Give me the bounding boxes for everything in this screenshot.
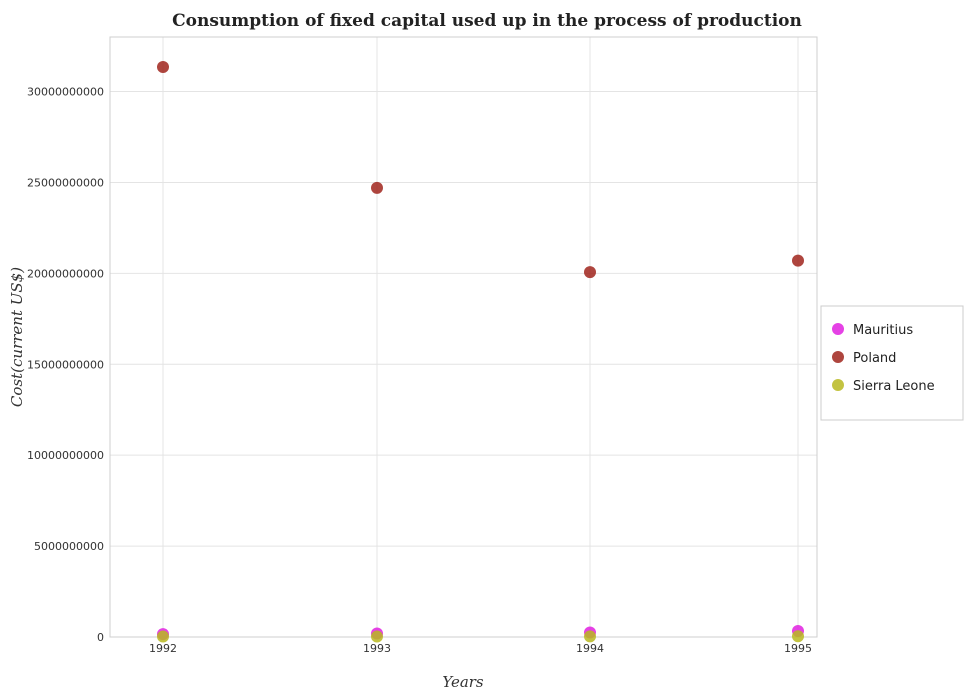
legend-label: Sierra Leone [853, 379, 935, 394]
x-tick-label: 1993 [363, 642, 391, 655]
legend: Mauritius Poland Sierra Leone [820, 305, 964, 421]
chart-title: Consumption of fixed capital used up in … [172, 11, 802, 31]
x-tick-label: 1994 [576, 642, 604, 655]
x-tick-labels: 1992 1993 1994 1995 [149, 642, 812, 655]
point-sierra-leone [792, 630, 804, 643]
legend-label: Mauritius [853, 323, 913, 338]
y-tick-label: 5000000000 [34, 540, 104, 553]
legend-marker [832, 379, 844, 391]
data-points [157, 61, 804, 643]
legend-label: Poland [853, 351, 896, 366]
x-tick-label: 1995 [784, 642, 812, 655]
y-tick-label: 10000000000 [27, 449, 104, 462]
legend-marker [832, 323, 844, 335]
y-tick-label: 20000000000 [27, 267, 104, 280]
grid-layer [110, 37, 817, 638]
point-poland [371, 181, 383, 194]
y-tick-label: 15000000000 [27, 358, 104, 371]
legend-marker [832, 351, 844, 363]
point-sierra-leone [157, 630, 169, 643]
y-tick-label: 25000000000 [27, 176, 104, 189]
y-tick-label: 0 [97, 631, 104, 644]
point-poland [792, 254, 804, 267]
point-sierra-leone [584, 630, 596, 643]
legend-box [820, 305, 964, 421]
point-poland [157, 61, 169, 73]
x-tick-label: 1992 [149, 642, 177, 655]
point-sierra-leone [371, 630, 383, 643]
y-axis-label: Cost(current US$) [8, 267, 26, 407]
plot-frame [109, 36, 818, 638]
y-tick-label: 30000000000 [27, 86, 104, 99]
point-poland [584, 266, 596, 279]
x-axis-label: Years [442, 673, 484, 691]
y-tick-labels: 0 5000000000 10000000000 15000000000 2000000… [27, 86, 104, 644]
